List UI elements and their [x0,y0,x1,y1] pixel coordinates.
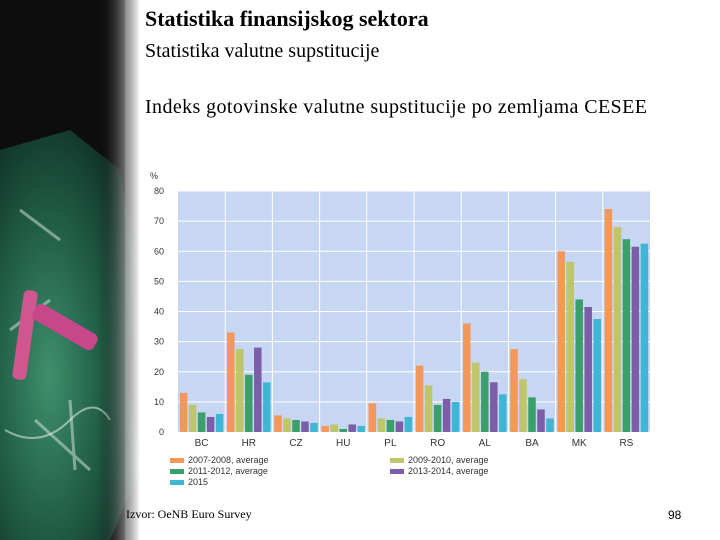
bar [292,419,300,432]
legend-label: 2007-2008, average [188,455,269,465]
bar [188,404,197,432]
bar [254,347,262,432]
bar-chart: 0 10 20 30 40 50 60 70 80% BC HR CZ HU PL RO AL BA MK RS 2… [150,171,650,487]
slide-title: Statistika finansijskog sektora [145,6,429,31]
x-tick-label: AL [479,438,492,449]
bar [584,306,592,432]
bar [206,416,215,432]
bar [481,371,489,432]
chart-heading: Indeks gotovinske valutne supstitucije p… [145,96,648,118]
bar [557,251,565,432]
x-tick-label: PL [384,438,397,449]
x-tick-label: BA [525,438,539,449]
bar [622,239,631,432]
plot-area: 0 10 20 30 40 50 60 70 80% BC HR CZ HU PL RO AL BA MK RS [150,171,650,449]
x-tick-label: HU [336,438,350,449]
bar [519,379,527,432]
x-tick-label: HR [242,438,256,449]
bar [236,349,244,432]
bar [227,332,235,432]
legend-swatch [170,458,184,463]
legend-swatch [170,469,184,474]
x-tick-label: MK [572,438,587,449]
bar [310,422,318,432]
x-tick-label: CZ [289,438,302,449]
y-unit-label: % [150,171,158,181]
legend-swatch [390,458,404,463]
bar [451,401,460,432]
legend-swatch [390,469,404,474]
bar [263,382,271,432]
y-tick-label: 80 [154,186,164,196]
bar [575,299,583,432]
x-tick-label: BC [195,438,209,449]
y-tick-label: 70 [154,216,164,226]
bar [368,403,377,432]
slide-subtitle: Statistika valutne supstitucije [145,40,380,62]
y-tick-label: 60 [154,246,164,256]
legend-label: 2011-2012, average [188,466,268,476]
bar [283,418,291,432]
bar [593,319,601,432]
y-tick-label: 10 [154,397,164,407]
bar [339,428,347,432]
y-tick-label: 20 [154,367,164,377]
bar [330,424,338,432]
bar [386,419,395,432]
bar [613,227,622,432]
bar [546,418,554,432]
bar [537,409,545,432]
bar [566,261,574,432]
source-note: Izvor: OeNB Euro Survey [126,507,252,521]
bar [499,394,507,432]
bar [604,209,613,432]
chalkboard-decoration [0,0,140,540]
legend-label: 2009-2010, average [408,455,489,465]
y-tick-label: 0 [159,427,164,437]
y-tick-label: 50 [154,276,164,286]
bar [395,421,404,432]
x-tick-label: RS [619,438,633,449]
y-tick-label: 30 [154,337,164,347]
y-tick-label: 40 [154,307,164,317]
x-tick-label: RO [430,438,445,449]
bar [640,243,649,432]
bar [215,413,224,432]
bar [357,425,365,432]
bar [433,404,442,432]
bar [490,382,498,432]
bar [404,416,413,432]
bar [197,412,206,432]
bar [348,424,356,432]
bar [415,365,424,432]
bar [463,323,471,432]
bar [442,398,451,432]
chalkboard-image [0,0,140,540]
chart-legend: 2007-2008, average 2009-2010, average 2011… [170,455,489,487]
bar [301,421,309,432]
slide-number: 98 [668,508,682,522]
bar [321,425,329,432]
bar [274,415,282,432]
bar [424,385,433,432]
legend-label: 2015 [188,477,208,487]
bar [179,392,188,432]
bar [510,349,518,432]
legend-swatch [170,480,184,485]
legend-label: 2013-2014, average [408,466,489,476]
bar [528,397,536,432]
bar [472,362,480,432]
bar [377,418,386,432]
bar [245,374,253,432]
bar [631,246,640,432]
